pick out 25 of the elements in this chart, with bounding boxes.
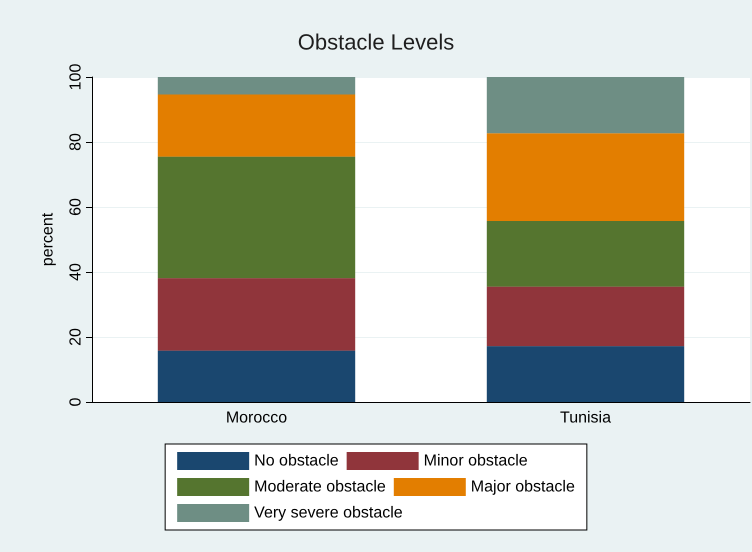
- legend-label: Minor obstacle: [424, 452, 528, 470]
- y-tick-label: 20: [68, 328, 84, 346]
- bar: [158, 350, 356, 402]
- bar: [158, 94, 356, 157]
- bar: [486, 77, 684, 134]
- x-tick-label: Tunisia: [560, 410, 612, 426]
- bar: [486, 220, 684, 287]
- bar: [486, 346, 684, 402]
- y-tick-label: 60: [68, 198, 84, 216]
- legend-label: Very severe obstacle: [254, 504, 403, 522]
- bar: [486, 286, 684, 346]
- bar: [158, 278, 356, 351]
- x-tick-label: Morocco: [226, 410, 288, 426]
- chart-title: Obstacle Levels: [298, 30, 454, 54]
- y-tick-label: 40: [68, 263, 84, 281]
- y-tick-label: 0: [68, 397, 84, 406]
- y-tick-label: 80: [68, 133, 84, 151]
- legend-label: Major obstacle: [470, 478, 575, 496]
- y-axis-title: percent: [40, 212, 56, 266]
- bar: [158, 156, 356, 278]
- y-tick-label: 100: [68, 64, 84, 90]
- legend-label: Moderate obstacle: [254, 478, 386, 496]
- bar: [158, 77, 356, 95]
- legend-label: No obstacle: [254, 452, 339, 470]
- bar: [486, 133, 684, 221]
